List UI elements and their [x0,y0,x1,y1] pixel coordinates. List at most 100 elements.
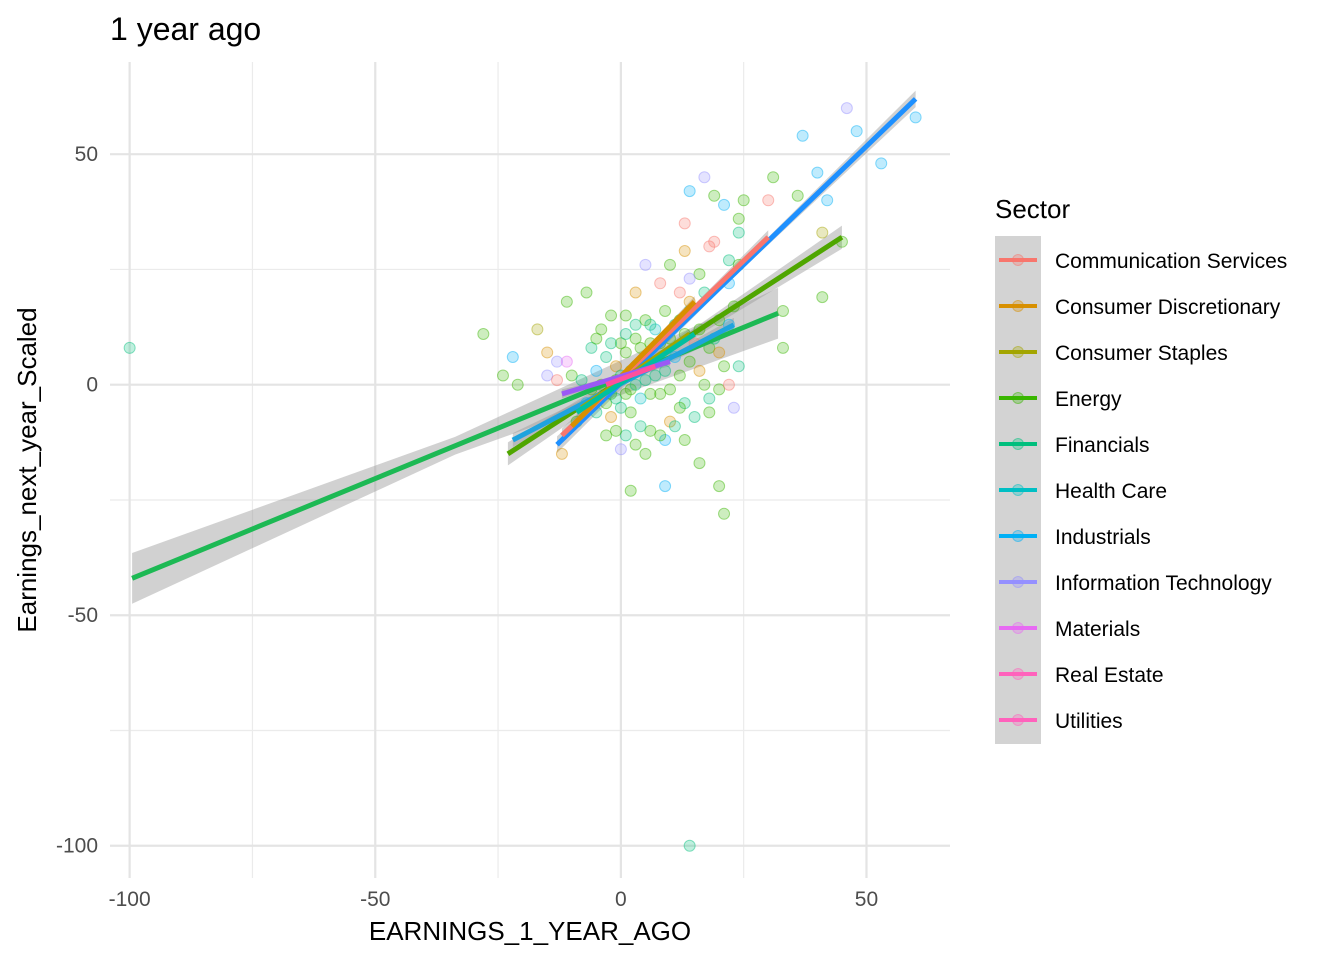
data-point [624,484,637,497]
data-point [619,387,632,400]
data-point [816,226,829,239]
data-point [664,383,676,396]
data-point [590,364,603,377]
data-point [609,360,622,373]
data-point [605,337,618,350]
legend-key-point [1012,576,1024,588]
data-point [619,328,632,340]
data-point [668,420,681,433]
data-point [634,420,647,433]
data-point [639,258,652,271]
data-point [551,374,564,387]
data-point [678,397,691,410]
x-tick-label: 0 [615,888,627,911]
data-point [659,480,672,493]
legend-label: Communication Services [1055,250,1287,273]
data-point [580,286,593,299]
legend-label: Materials [1055,618,1140,641]
legend-key-point [1012,254,1024,266]
data-point [732,360,745,373]
x-tick-label: -100 [109,888,151,911]
data-point [673,369,686,382]
regression-line [569,299,697,428]
data-point [629,318,642,331]
data-point [614,401,627,414]
data-point [614,337,627,350]
data-point [654,277,667,290]
data-point [619,309,632,322]
data-point [727,401,740,414]
regression-line [605,363,657,388]
data-point [629,378,642,391]
data-point [531,323,544,336]
data-point [560,355,573,368]
data-point [629,332,642,345]
data-point [644,424,657,437]
data-point [693,364,706,377]
data-point [722,254,735,267]
data-point [575,374,588,387]
data-point [664,415,676,428]
data-point [683,185,696,198]
data-point [477,328,490,340]
y-tick-label: -100 [56,835,98,858]
data-point [634,392,647,405]
data-point [649,369,662,382]
data-point [673,401,686,414]
tick-labels: -100 -50 0 50 -100 -50 0 50 [56,143,878,911]
data-point [816,291,829,304]
data-point [713,480,726,493]
data-point [683,355,696,368]
y-axis-title: Earnings_next_year_Scaled [12,307,42,632]
data-point [585,341,598,354]
data-point [619,429,632,442]
data-point [708,189,721,202]
legend-key-point [1012,484,1024,496]
data-point [664,258,676,271]
data-point [560,295,573,308]
x-axis-title: EARNINGS_1_YEAR_AGO [369,916,691,946]
legend-label: Information Technology [1055,572,1272,595]
data-point [605,410,618,423]
data-point [909,111,922,124]
data-point [609,392,622,405]
data-point [850,125,863,138]
legend-title: Sector [995,194,1070,224]
data-point [624,406,637,419]
data-point [659,364,672,377]
data-point [644,387,657,400]
data-point [644,318,657,331]
data-point [698,378,711,391]
data-point [654,429,667,442]
legend-key-point [1012,438,1024,450]
data-point [590,332,603,345]
data-point [708,235,721,248]
data-point [732,226,745,239]
legend-label: Health Care [1055,480,1167,503]
data-point [703,392,716,405]
y-tick-label: 50 [75,143,98,166]
data-point [698,171,711,184]
data-point [551,355,564,368]
data-point [565,369,578,382]
legend-label: Consumer Staples [1055,342,1228,365]
data-point [762,194,775,207]
legend-label: Utilities [1055,710,1123,733]
legend-label: Real Estate [1055,664,1164,687]
data-point [875,157,888,170]
legend-key-point [1012,714,1024,726]
data-point [821,194,834,207]
legend-key-point [1012,622,1024,634]
legend-key-point [1012,392,1024,404]
legend-label: Industrials [1055,526,1151,549]
data-point [678,245,691,258]
data-point [811,166,824,179]
data-point [737,194,750,207]
data-point [600,351,613,364]
data-point [718,360,731,373]
data-point [624,383,637,396]
data-point [713,383,726,396]
legend-key-point [1012,346,1024,358]
data-point [629,286,642,299]
data-point [555,447,568,460]
